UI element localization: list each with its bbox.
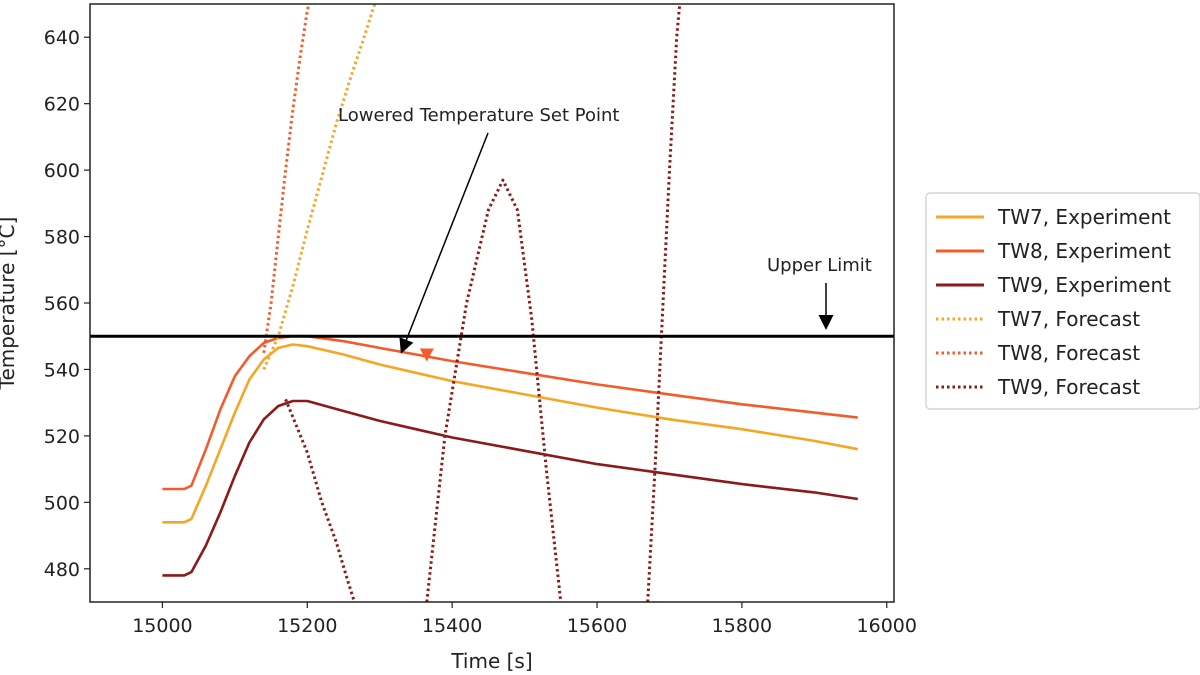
y-axis-label: Temperature [°C] <box>0 217 19 391</box>
legend-label: TW9, Forecast <box>997 375 1140 399</box>
x-tick-label: 15800 <box>712 615 772 637</box>
series-tw9-forecast <box>425 178 563 602</box>
x-tick-label: 15000 <box>132 615 192 637</box>
legend-label: TW7, Experiment <box>997 205 1171 229</box>
y-tick-label: 520 <box>44 426 80 448</box>
y-tick-label: 500 <box>44 492 80 514</box>
annotation-layer: Lowered Temperature Set Point Upper Limi… <box>338 105 872 354</box>
series-tw7-forecast <box>262 4 377 371</box>
y-tick-label: 560 <box>44 293 80 315</box>
series-layer <box>162 4 859 602</box>
upper-limit-annotation: Upper Limit <box>767 255 872 276</box>
series-tw9-forecast <box>646 4 682 602</box>
series-tw9-experiment <box>162 399 858 577</box>
x-tick-label: 15200 <box>277 615 337 637</box>
series-tw9-forecast <box>284 398 356 602</box>
legend: TW7, Experiment TW8, Experiment TW9, Exper… <box>925 192 1200 410</box>
legend-entries: TW7, Experiment TW8, Experiment TW9, Exper… <box>936 205 1171 399</box>
series-tw7-experiment <box>162 343 859 524</box>
set-point-annotation: Lowered Temperature Set Point <box>338 105 619 126</box>
y-tick-label: 600 <box>44 160 80 182</box>
legend-label: TW9, Experiment <box>997 273 1171 297</box>
plot-area-frame <box>89 3 895 603</box>
y-tick-label: 480 <box>44 559 80 581</box>
legend-label: TW7, Forecast <box>997 307 1140 331</box>
series-tw8-forecast <box>262 4 311 354</box>
x-tick-label: 16000 <box>857 615 917 637</box>
y-tick-label: 580 <box>44 227 80 249</box>
x-axis-label: Time [s] <box>450 649 532 673</box>
y-tick-label: 540 <box>44 359 80 381</box>
y-tick-label: 620 <box>44 94 80 116</box>
ticks-layer: 15000 15200 15400 15600 15800 16000 480 500 520 5… <box>44 27 917 637</box>
x-tick-label: 15400 <box>422 615 482 637</box>
legend-label: TW8, Experiment <box>997 239 1171 263</box>
y-tick-label: 640 <box>44 27 80 49</box>
set-point-arrow <box>399 132 489 354</box>
legend-label: TW8, Forecast <box>997 341 1140 365</box>
set-point-marker <box>419 348 434 362</box>
series-tw8-experiment <box>162 334 858 491</box>
x-tick-label: 15600 <box>567 615 627 637</box>
legend-box <box>925 192 1200 410</box>
